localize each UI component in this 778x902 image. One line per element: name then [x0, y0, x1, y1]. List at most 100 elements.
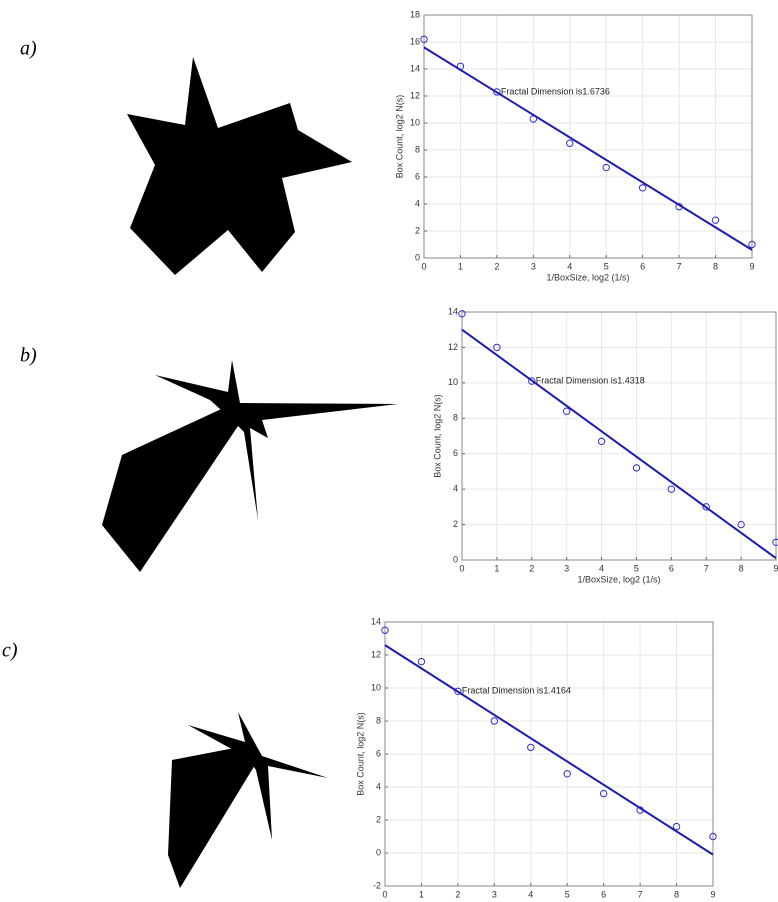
annotation: Fractal Dimension is1.4164 [462, 686, 571, 696]
fit-line [461, 328, 777, 560]
x-tick-label: 0 [459, 563, 464, 573]
x-tick-label: 0 [382, 889, 387, 899]
x-tick-label: 9 [749, 261, 754, 271]
y-tick-label: 2 [376, 814, 381, 824]
x-axis-label: 1/BoxSize, log2 (1/s) [577, 574, 660, 584]
data-point [667, 485, 676, 493]
x-tick-label: 8 [674, 889, 679, 899]
data-point [490, 717, 499, 725]
y-axis-label: Box Count, log2 N(s) [394, 95, 404, 179]
x-tick-label: 9 [773, 563, 778, 573]
x-tick-label: 6 [601, 889, 606, 899]
y-tick-label: 10 [410, 117, 420, 127]
y-tick-label: 6 [376, 748, 381, 758]
data-point [638, 184, 647, 192]
x-tick-label: 2 [494, 261, 499, 271]
y-tick-label: 6 [453, 448, 458, 458]
panel-label: c) [2, 640, 18, 662]
y-tick-label: 4 [415, 198, 420, 208]
data-point [420, 35, 428, 43]
y-tick-label: 12 [448, 342, 458, 352]
x-tick-label: 5 [634, 563, 639, 573]
y-axis-label: Box Count, log2 N(s) [432, 394, 442, 478]
y-tick-label: 18 [410, 9, 420, 19]
data-point [737, 520, 745, 529]
shape-c [168, 712, 328, 888]
x-tick-label: 1 [494, 563, 499, 573]
x-tick-label: 1 [419, 889, 424, 899]
y-tick-label: 8 [453, 413, 458, 423]
annotation: Fractal Dimension is1.6736 [501, 86, 610, 96]
x-tick-label: 3 [531, 261, 536, 271]
x-tick-label: 0 [421, 261, 426, 271]
x-tick-label: 5 [565, 889, 570, 899]
y-tick-label: 10 [448, 377, 458, 387]
chart: c)-20246810121401234567891/BoxSize, log2… [2, 616, 717, 902]
y-tick-label: 8 [415, 144, 420, 154]
x-tick-label: 1 [458, 261, 463, 271]
y-tick-label: 12 [410, 90, 420, 100]
plot-frame [461, 311, 777, 561]
y-tick-label: 14 [371, 616, 381, 626]
y-tick-label: 12 [371, 649, 381, 659]
fit-line [384, 644, 714, 856]
data-point [493, 343, 501, 352]
plot-frame [423, 14, 753, 259]
y-tick-label: 4 [376, 781, 381, 791]
x-tick-label: 3 [564, 563, 569, 573]
y-tick-label: 14 [410, 63, 420, 73]
y-tick-label: 2 [415, 225, 420, 235]
data-point [381, 626, 389, 634]
x-tick-label: 3 [492, 889, 497, 899]
x-axis-label: 1/BoxSize, log2 (1/s) [546, 272, 629, 282]
data-point [562, 407, 571, 415]
plot-background [462, 312, 776, 560]
x-tick-label: 9 [710, 889, 715, 899]
y-tick-label: 0 [376, 847, 381, 857]
x-tick-label: 2 [529, 563, 534, 573]
shape-a [127, 57, 352, 275]
x-tick-label: 7 [638, 889, 643, 899]
panel-label: a) [20, 38, 37, 60]
y-tick-label: 16 [410, 36, 420, 46]
plot-frame [384, 621, 714, 887]
data-point [597, 437, 606, 446]
y-tick-label: -2 [373, 880, 381, 890]
y-tick-label: 10 [371, 682, 381, 692]
data-point [454, 687, 462, 695]
data-point [672, 822, 681, 831]
data-point [458, 310, 466, 318]
data-point [528, 377, 536, 385]
data-point [709, 832, 717, 841]
y-axis-label: Box Count, log2 N(s) [355, 712, 365, 796]
y-tick-label: 4 [453, 484, 458, 494]
data-point [632, 464, 641, 472]
y-tick-label: 2 [453, 519, 458, 529]
y-tick-label: 8 [376, 715, 381, 725]
x-tick-label: 8 [739, 563, 744, 573]
y-tick-label: 0 [415, 252, 420, 262]
data-point [493, 88, 501, 96]
x-tick-label: 2 [455, 889, 460, 899]
x-tick-label: 7 [677, 261, 682, 271]
x-tick-label: 4 [528, 889, 533, 899]
shape-b [102, 360, 398, 572]
data-point [566, 139, 574, 147]
x-tick-label: 4 [567, 261, 572, 271]
panel-label: b) [20, 345, 37, 367]
data-point [563, 770, 571, 778]
data-point [527, 743, 535, 752]
data-point [417, 657, 426, 666]
data-point [602, 163, 610, 172]
y-tick-label: 6 [415, 171, 420, 181]
plot-background [424, 15, 752, 258]
y-tick-label: 14 [448, 306, 458, 316]
fit-line [423, 46, 753, 251]
x-tick-label: 8 [713, 261, 718, 271]
x-tick-label: 6 [640, 261, 645, 271]
annotation: Fractal Dimension is1.4318 [536, 375, 645, 385]
x-axis-label: 1/BoxSize, log2 (1/s) [507, 900, 590, 902]
